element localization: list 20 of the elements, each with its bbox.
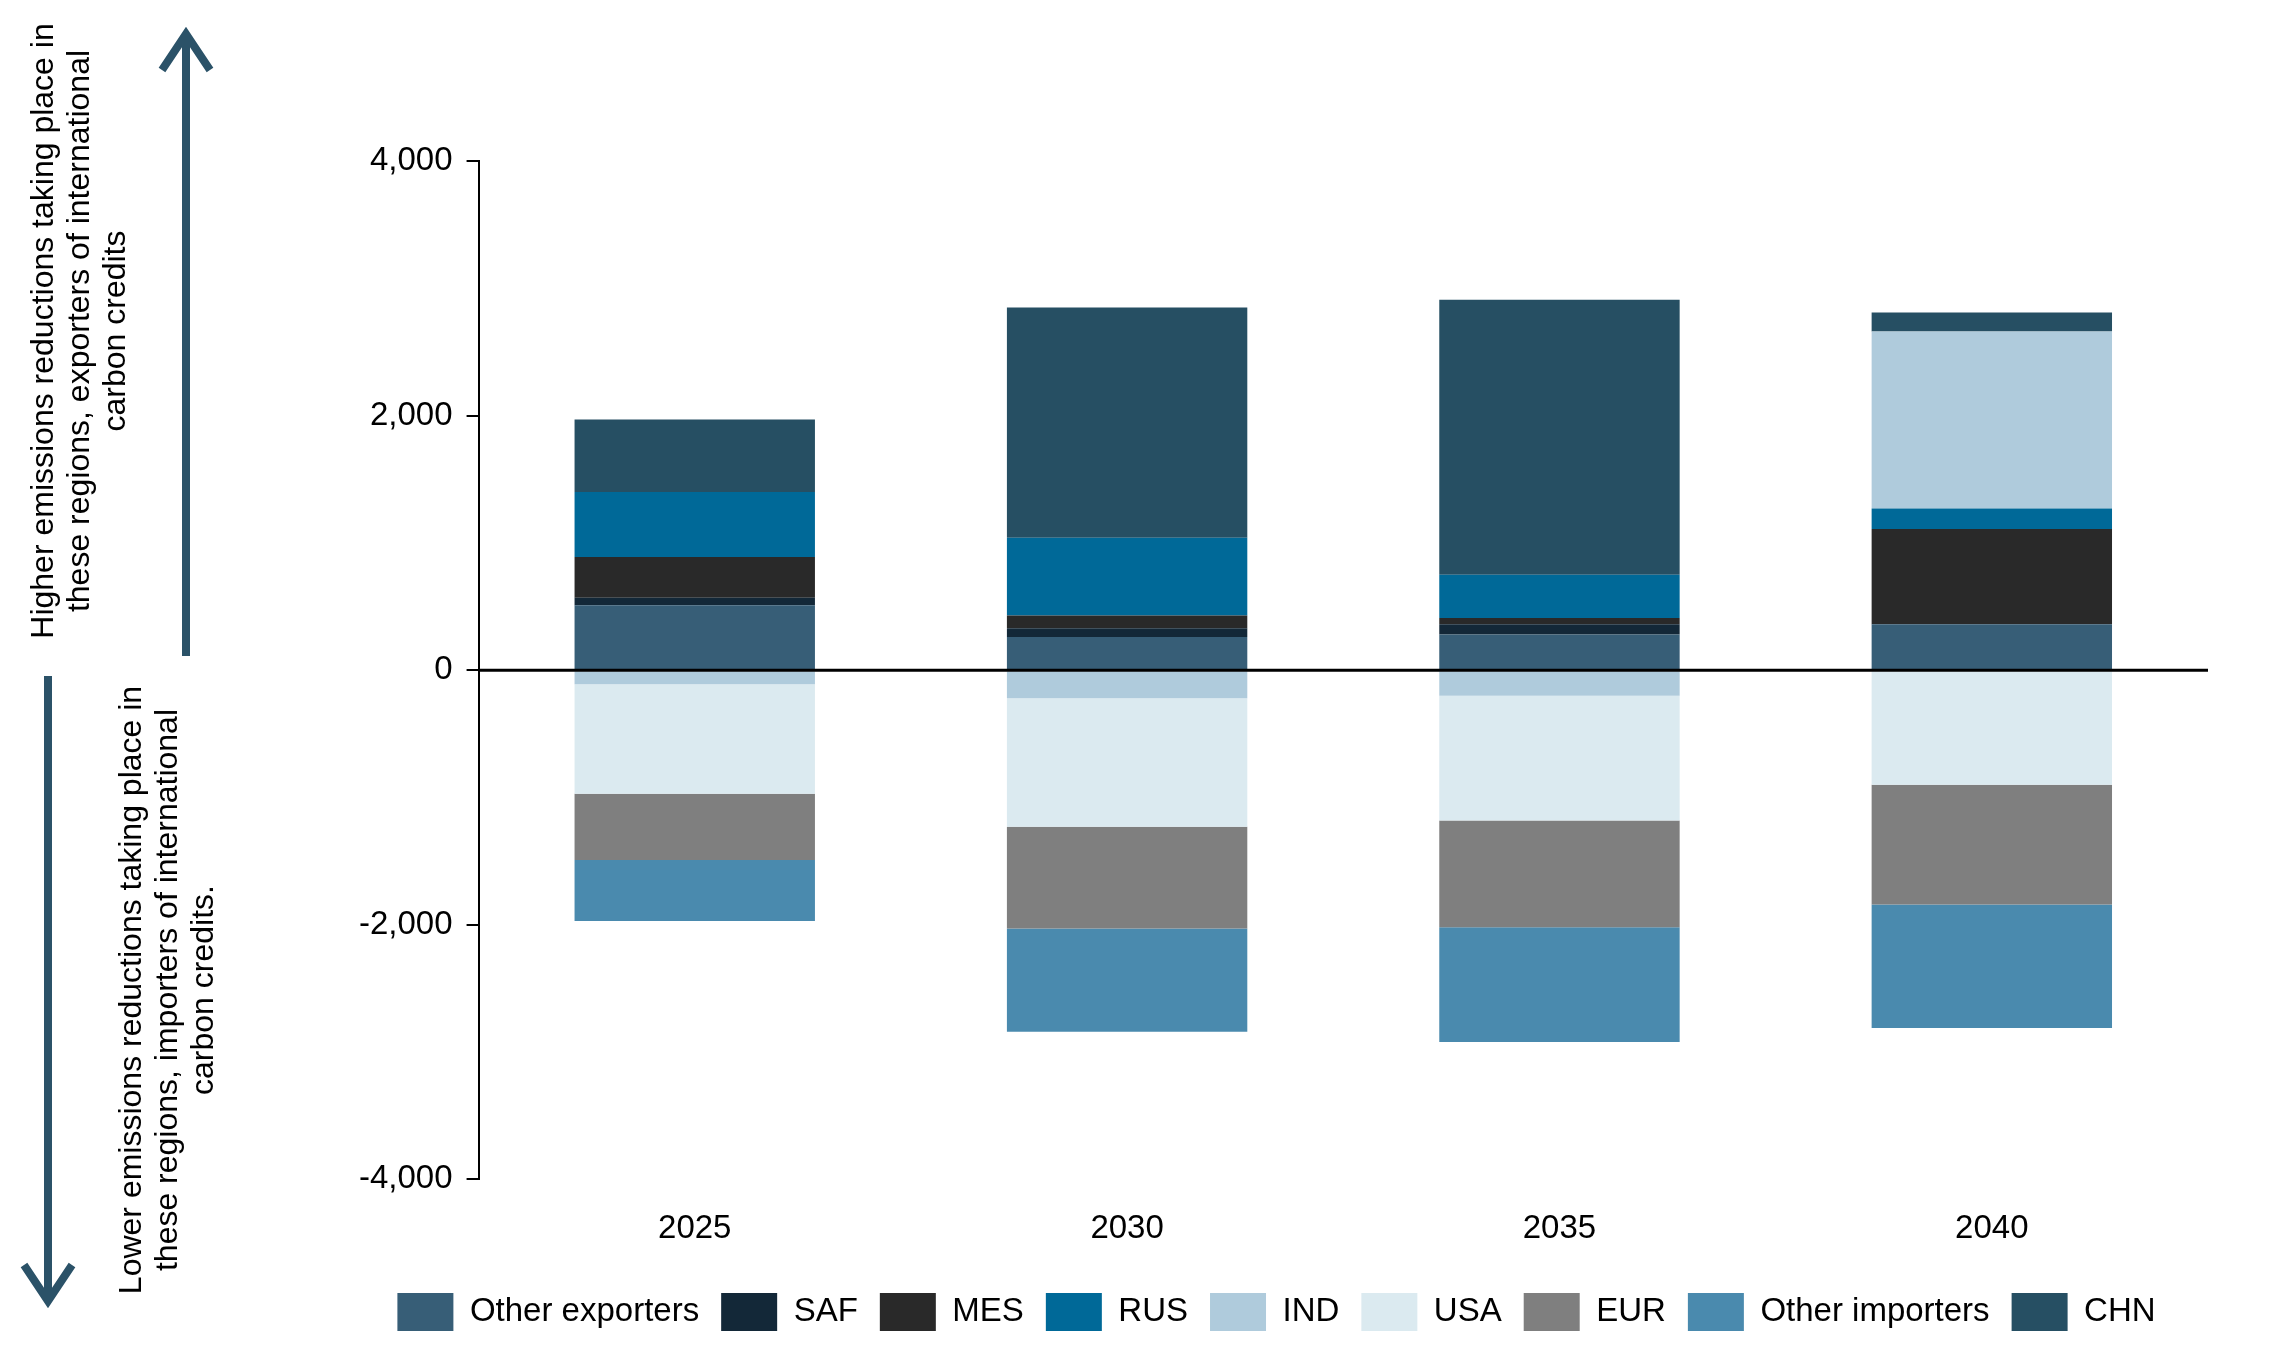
y-tick-label: -4,000 [358,1158,453,1196]
y-tick-label: 2,000 [369,394,453,432]
x-tick-label: 2025 [658,1208,732,1246]
legend-label: EUR [1596,1291,1666,1329]
legend-label: CHN [2084,1291,2156,1329]
legend-label: IND [1282,1291,1340,1329]
x-tick-label: 2035 [1522,1208,1597,1246]
legend-label: MES [952,1291,1024,1329]
y-tick-label: 0 [434,649,453,687]
legend-label: RUS [1118,1291,1189,1329]
x-tick-label: 2030 [1090,1208,1164,1246]
legend-label: USA [1433,1291,1502,1329]
y-tick-label: 4,000 [369,140,453,178]
y-tick-label: -2,000 [358,903,453,941]
x-tick-label: 2040 [1955,1208,2029,1246]
legend-label: Other importers [1760,1291,1990,1329]
legend-label: SAF [793,1291,858,1329]
text: Higher emissions reductions taking place in these regions, exporters of international carbon credits [24,22,132,641]
text: Lower emissions reductions taking place in these regions, importers of international carbon credits. [112,684,220,1297]
legend-label: Other exporters [469,1291,700,1329]
